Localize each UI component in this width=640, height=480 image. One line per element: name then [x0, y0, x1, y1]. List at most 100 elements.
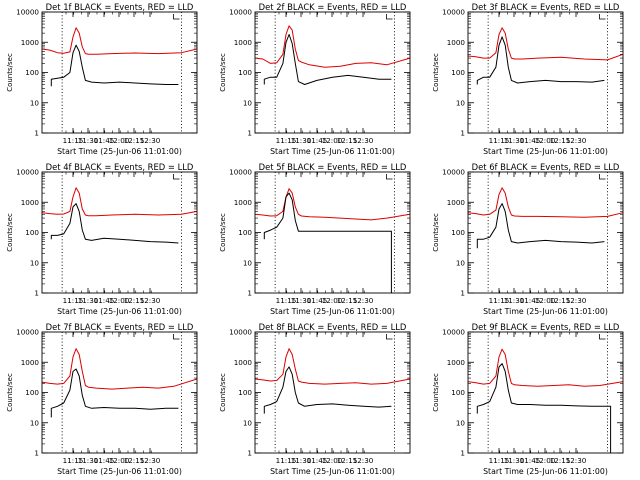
x-tick-label: 11:45	[94, 136, 115, 145]
x-tick-label: 12:00	[109, 456, 130, 465]
chart-panel-7: Det 7f BLACK = Events, RED = LLD Counts/s…	[6, 322, 198, 476]
y-tick-label: 10000	[442, 328, 465, 337]
series-line-lld	[467, 27, 624, 61]
y-axis-label: Counts/sec	[432, 213, 440, 252]
x-tick-label: 11:30	[504, 456, 525, 465]
series-line-lld	[41, 27, 198, 55]
x-axis-label: Start Time (25-Jun-06 11:01:00)	[483, 147, 608, 156]
plot-frame	[254, 331, 411, 454]
y-tick-label: 10000	[442, 8, 465, 17]
x-tick-label: 12:00	[109, 296, 130, 305]
x-tick-label: 11:30	[504, 296, 525, 305]
y-tick-label: 10000	[16, 168, 39, 177]
x-tick-label: 12:15	[124, 456, 145, 465]
y-tick-label: 10	[243, 418, 253, 427]
y-tick-label: 1000	[447, 198, 466, 207]
x-tick-label: 12:00	[322, 456, 343, 465]
y-tick-label: 100	[451, 228, 465, 237]
series-line-events	[263, 192, 392, 293]
series-line-events	[50, 368, 179, 418]
chart-title: Det 1f BLACK = Events, RED = LLD	[46, 2, 194, 12]
y-axis-label: Counts/sec	[6, 373, 14, 412]
y-tick-label: 1000	[234, 198, 253, 207]
x-tick-label: 12:15	[337, 296, 358, 305]
chart-title: Det 7f BLACK = Events, RED = LLD	[46, 322, 194, 332]
x-tick-label: 12:15	[337, 456, 358, 465]
x-axis-label: Start Time (25-Jun-06 11:01:00)	[270, 307, 395, 316]
chart-title: Det 6f BLACK = Events, RED = LLD	[472, 162, 620, 172]
x-tick-label: 12:30	[353, 136, 374, 145]
plot-frame	[41, 331, 198, 454]
y-tick-label: 100	[25, 388, 39, 397]
series-line-events	[50, 203, 179, 244]
x-tick-label: 12:30	[140, 296, 161, 305]
chart-panel-2: Det 2f BLACK = Events, RED = LLD Counts/s…	[219, 2, 411, 156]
y-tick-label: 10000	[229, 168, 252, 177]
bracket-marker	[173, 174, 180, 180]
y-tick-label: 10	[456, 258, 466, 267]
y-tick-label: 1000	[21, 358, 40, 367]
y-tick-label: 100	[238, 68, 252, 77]
y-tick-label: 1000	[447, 358, 466, 367]
x-tick-label: 11:30	[78, 136, 99, 145]
x-tick-label: 12:30	[566, 456, 587, 465]
y-tick-label: 1000	[21, 198, 40, 207]
x-axis-label: Start Time (25-Jun-06 11:01:00)	[270, 467, 395, 476]
chart-title: Det 4f BLACK = Events, RED = LLD	[46, 162, 194, 172]
y-tick-label: 100	[238, 228, 252, 237]
x-tick-label: 11:15	[276, 136, 297, 145]
plot-frame	[467, 11, 624, 134]
chart-panel-8: Det 8f BLACK = Events, RED = LLD Counts/s…	[219, 322, 411, 476]
x-tick-label: 12:30	[140, 136, 161, 145]
y-tick-label: 1	[34, 449, 39, 458]
x-tick-label: 11:15	[276, 296, 297, 305]
plot-frame	[254, 171, 411, 294]
series-line-events	[263, 366, 392, 414]
y-tick-label: 1	[247, 449, 252, 458]
y-tick-label: 100	[238, 388, 252, 397]
x-axis-label: Start Time (25-Jun-06 11:01:00)	[270, 147, 395, 156]
y-tick-label: 1	[247, 129, 252, 138]
y-tick-label: 1	[460, 129, 465, 138]
x-tick-label: 11:30	[78, 296, 99, 305]
y-tick-label: 1000	[234, 38, 253, 47]
y-tick-label: 10	[30, 258, 40, 267]
x-tick-label: 12:30	[566, 136, 587, 145]
y-axis-label: Counts/sec	[432, 373, 440, 412]
y-tick-label: 1	[460, 289, 465, 298]
plot-frame	[254, 11, 411, 134]
x-tick-label: 11:15	[63, 456, 84, 465]
chart-panel-5: Det 5f BLACK = Events, RED = LLD Counts/s…	[219, 162, 411, 316]
x-tick-label: 12:15	[124, 296, 145, 305]
x-tick-label: 11:15	[276, 456, 297, 465]
y-tick-label: 10	[456, 418, 466, 427]
x-tick-label: 11:30	[291, 456, 312, 465]
series-line-events	[476, 203, 605, 249]
x-tick-label: 11:30	[291, 296, 312, 305]
x-axis-label: Start Time (25-Jun-06 11:01:00)	[483, 467, 608, 476]
x-tick-label: 12:15	[337, 136, 358, 145]
x-tick-label: 12:30	[353, 296, 374, 305]
x-tick-label: 12:15	[124, 136, 145, 145]
bracket-marker	[173, 14, 180, 20]
y-tick-label: 10000	[16, 328, 39, 337]
chart-panel-1: Det 1f BLACK = Events, RED = LLD Counts/s…	[6, 2, 198, 156]
chart-title: Det 5f BLACK = Events, RED = LLD	[259, 162, 407, 172]
x-tick-label: 11:45	[307, 136, 328, 145]
x-axis-label: Start Time (25-Jun-06 11:01:00)	[483, 307, 608, 316]
series-line-lld	[41, 187, 198, 217]
series-line-lld	[467, 348, 624, 387]
x-tick-label: 11:15	[489, 456, 510, 465]
x-tick-label: 12:00	[535, 296, 556, 305]
y-tick-label: 1	[247, 289, 252, 298]
plot-frame	[41, 171, 198, 294]
x-tick-label: 12:15	[550, 296, 571, 305]
y-tick-label: 100	[25, 228, 39, 237]
bracket-marker	[599, 174, 606, 180]
x-tick-label: 12:15	[550, 136, 571, 145]
y-axis-label: Counts/sec	[219, 53, 227, 92]
chart-panel-3: Det 3f BLACK = Events, RED = LLD Counts/s…	[432, 2, 624, 156]
y-tick-label: 100	[451, 388, 465, 397]
x-axis-label: Start Time (25-Jun-06 11:01:00)	[57, 307, 182, 316]
bracket-marker	[599, 14, 606, 20]
